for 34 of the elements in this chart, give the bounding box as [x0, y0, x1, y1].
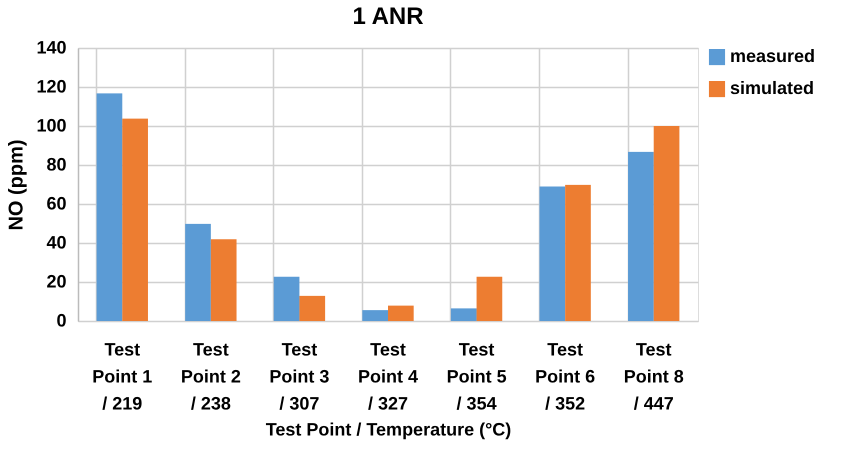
x-tick-label: Test Point 5 / 354 — [446, 340, 507, 414]
bar — [450, 308, 477, 321]
x-tick-label: Test Point 6 / 352 — [535, 340, 596, 414]
bar — [274, 276, 300, 321]
bar — [654, 126, 680, 321]
bar — [210, 239, 237, 321]
bar — [96, 93, 122, 321]
bar — [122, 118, 148, 321]
x-tick-label: Test Point 4 / 327 — [358, 340, 418, 414]
bar — [539, 186, 566, 321]
legend-label: measured — [730, 46, 816, 66]
x-tick-label: Test Point 1 / 219 — [92, 340, 152, 414]
x-axis-title: Test Point / Temperature (°C) — [266, 420, 512, 440]
bar — [476, 276, 502, 321]
x-tick-label: Test Point 8 / 447 — [624, 340, 684, 414]
y-tick-label: 40 — [46, 232, 66, 252]
y-tick-label: 100 — [36, 116, 66, 136]
bar — [362, 310, 388, 321]
y-tick-label: 140 — [36, 38, 66, 58]
chart-title: 1 ANR — [352, 3, 424, 30]
y-tick-label: 80 — [46, 154, 66, 174]
bar — [185, 224, 211, 321]
bar — [628, 152, 654, 321]
y-axis-title: NO (ppm) — [5, 139, 28, 231]
y-tick-label: 20 — [46, 272, 66, 292]
y-tick-label: 60 — [46, 194, 66, 214]
bar — [565, 184, 591, 321]
bar — [388, 306, 414, 321]
x-tick-label: Test Point 2 / 238 — [180, 340, 241, 414]
y-tick-label: 0 — [56, 310, 66, 330]
legend-label: simulated — [730, 78, 814, 98]
x-tick-label: Test Point 3 / 307 — [269, 340, 330, 414]
y-tick-label: 120 — [36, 76, 66, 96]
bar — [299, 296, 326, 321]
